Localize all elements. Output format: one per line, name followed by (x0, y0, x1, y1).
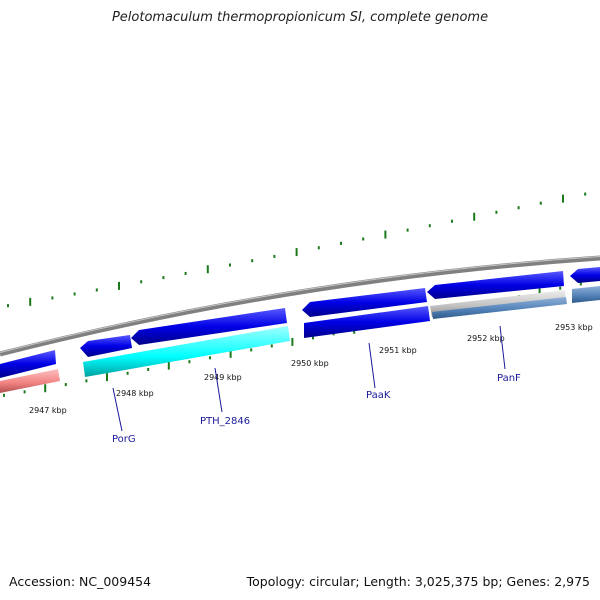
pseudo-gene-bar[interactable] (0, 369, 60, 393)
highlighted-gene-bar[interactable] (83, 326, 290, 377)
scale-label: 2949 kbp (204, 373, 242, 382)
steel-gene-bar[interactable] (572, 286, 600, 303)
gene-label-leader (112, 387, 123, 432)
gene-arrow[interactable] (427, 271, 564, 299)
accession-text: Accession: NC_009454 (9, 574, 152, 589)
gene-label-leader (214, 367, 223, 413)
gene-arrow[interactable] (570, 267, 600, 283)
gene-arrow[interactable] (0, 350, 56, 378)
gene-label-paak[interactable]: PaaK (366, 390, 391, 401)
genome-backbone-highlight (0, 256, 600, 353)
genome-title: Pelotomaculum thermopropionicum SI, comp… (111, 10, 489, 25)
scale-label: 2947 kbp (29, 406, 67, 415)
scale-label: 2951 kbp (379, 346, 417, 355)
kbp-scale: 2947 kbp 2948 kbp 2949 kbp 2950 kbp 2951 kbp… (29, 323, 593, 415)
gene-arrow[interactable] (131, 308, 287, 345)
gene-label-panf[interactable]: PanF (497, 373, 521, 384)
gene-label-leader (368, 342, 376, 389)
genome-backbone (0, 255, 600, 357)
reverse-gene-track (0, 286, 600, 393)
steel-gene-bar[interactable] (432, 297, 567, 319)
gene-bar[interactable] (304, 306, 430, 338)
gene-label-pth-2846[interactable]: PTH_2846 (200, 416, 250, 427)
gene-label-layer: PorG PTH_2846 PaaK PanF (112, 325, 521, 445)
scale-label: 2950 kbp (291, 359, 329, 368)
scale-label: 2952 kbp (467, 334, 505, 343)
scale-label: 2953 kbp (555, 323, 593, 332)
gene-arrow[interactable] (80, 335, 132, 357)
scale-label: 2948 kbp (116, 389, 154, 398)
gene-label-leader (499, 325, 506, 370)
gene-arrow[interactable] (302, 288, 427, 317)
topology-summary: Topology: circular; Length: 3,025,375 bp… (246, 574, 590, 589)
forward-gene-track (0, 267, 600, 378)
gene-label-porg[interactable]: PorG (112, 434, 136, 445)
